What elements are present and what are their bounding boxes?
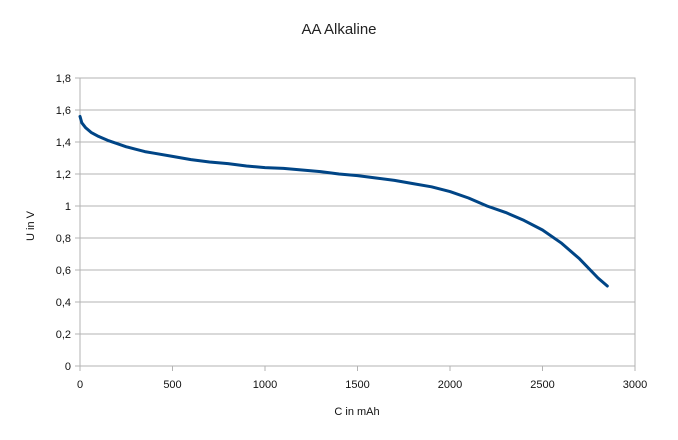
series-layer [78, 114, 609, 288]
series-line-aa-alkaline [78, 114, 609, 288]
y-tick-label: 1,6 [56, 105, 71, 117]
x-tick-label: 1500 [345, 379, 369, 391]
x-tick-label: 2500 [530, 379, 554, 391]
x-tick-label: 2000 [438, 379, 462, 391]
y-tick-label: 0,2 [56, 329, 71, 341]
x-tick-label: 0 [77, 379, 83, 391]
x-tick-label: 1000 [253, 379, 277, 391]
y-tick-label: 1,4 [56, 137, 71, 149]
y-tick-label: 0,8 [56, 233, 71, 245]
y-tick-label: 1 [65, 201, 71, 213]
x-tick-label: 3000 [623, 379, 647, 391]
x-axis-label: C in mAh [334, 406, 379, 418]
x-tick-label: 500 [163, 379, 181, 391]
y-tick-label: 0,6 [56, 265, 71, 277]
axes [75, 77, 636, 371]
y-axis-label: U in V [25, 210, 37, 241]
plot-area-frame [79, 77, 636, 367]
y-tick-label: 0 [65, 361, 71, 373]
y-tick-label: 0,4 [56, 297, 71, 309]
y-tick-label: 1,2 [56, 169, 71, 181]
chart-title: AA Alkaline [301, 21, 376, 38]
tick-labels: 0 0,2 0,4 0,6 0,8 1 1,2 1,4 1,6 1,8 0 500 1000 1500 20… [56, 73, 648, 391]
y-tick-label: 1,8 [56, 73, 71, 85]
